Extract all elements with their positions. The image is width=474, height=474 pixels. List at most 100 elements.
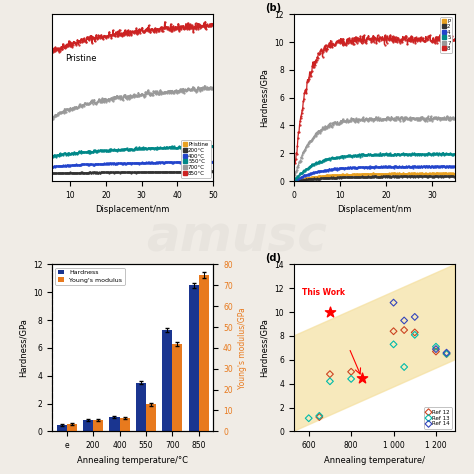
Line: 700°C: 700°C bbox=[294, 115, 456, 176]
Line: 700°C: 700°C bbox=[51, 85, 214, 120]
Line: 400°C: 400°C bbox=[294, 164, 456, 182]
Bar bbox=[93, 420, 103, 431]
700°C bbox=[427, 117, 433, 123]
850°C bbox=[196, 21, 201, 27]
400°C bbox=[148, 160, 154, 165]
850°C bbox=[50, 49, 55, 55]
Pristine bbox=[388, 171, 394, 176]
550°C bbox=[146, 145, 152, 151]
400°C bbox=[196, 159, 202, 165]
400°C bbox=[50, 164, 56, 170]
550°C bbox=[293, 175, 299, 181]
Bar bbox=[146, 404, 156, 431]
X-axis label: Displacement/nm: Displacement/nm bbox=[96, 205, 170, 214]
200°C bbox=[210, 169, 216, 174]
700°C bbox=[292, 172, 298, 178]
400°C bbox=[146, 160, 152, 165]
Pristine bbox=[452, 171, 458, 176]
Bar bbox=[199, 275, 209, 431]
850°C bbox=[292, 160, 298, 166]
850°C bbox=[50, 47, 56, 53]
400°C bbox=[210, 158, 216, 164]
400°C bbox=[292, 178, 298, 183]
550°C bbox=[145, 146, 151, 151]
Ref 14 bbox=[443, 349, 450, 356]
Text: Pristine: Pristine bbox=[65, 54, 97, 63]
Pristine bbox=[448, 170, 454, 176]
Text: (d): (d) bbox=[265, 253, 281, 263]
850°C bbox=[210, 21, 216, 27]
850°C bbox=[387, 34, 392, 39]
700°C bbox=[444, 113, 450, 119]
Y-axis label: Young's modulus/GPa: Young's modulus/GPa bbox=[238, 307, 247, 389]
700°C bbox=[202, 83, 208, 89]
Ref 13 bbox=[347, 375, 355, 383]
Pristine bbox=[438, 171, 444, 176]
850°C bbox=[148, 27, 154, 33]
Ref 13 bbox=[432, 343, 440, 350]
200°C bbox=[50, 171, 55, 176]
550°C bbox=[438, 152, 444, 157]
400°C bbox=[49, 164, 55, 170]
550°C bbox=[388, 153, 393, 158]
Ref 12 bbox=[443, 350, 450, 358]
Line: 850°C: 850°C bbox=[294, 34, 456, 164]
700°C bbox=[388, 116, 393, 122]
400°C bbox=[438, 164, 444, 169]
Ref 13 bbox=[390, 340, 397, 348]
850°C bbox=[145, 28, 151, 34]
550°C bbox=[50, 153, 56, 159]
550°C bbox=[452, 151, 458, 156]
200°C bbox=[186, 169, 191, 174]
850°C bbox=[202, 19, 208, 25]
Ref 13 bbox=[443, 350, 450, 358]
200°C bbox=[391, 173, 396, 179]
Ref 14 bbox=[401, 317, 408, 324]
400°C bbox=[452, 164, 458, 170]
700°C bbox=[145, 87, 151, 93]
Pristine bbox=[293, 178, 299, 183]
Ref 12 bbox=[401, 326, 408, 334]
700°C bbox=[145, 91, 150, 96]
200°C bbox=[388, 173, 393, 179]
550°C bbox=[148, 145, 154, 151]
Ref 13 bbox=[316, 412, 323, 419]
Pristine bbox=[391, 171, 396, 176]
850°C bbox=[437, 32, 443, 37]
Line: 200°C: 200°C bbox=[51, 171, 214, 174]
Bar bbox=[83, 420, 93, 431]
200°C bbox=[452, 173, 458, 179]
700°C bbox=[452, 115, 458, 120]
Bar bbox=[162, 330, 173, 431]
400°C bbox=[192, 158, 198, 164]
200°C bbox=[49, 171, 55, 176]
700°C bbox=[49, 117, 55, 122]
Text: (b): (b) bbox=[265, 3, 281, 13]
700°C bbox=[185, 86, 191, 91]
550°C bbox=[440, 150, 446, 155]
700°C bbox=[210, 84, 216, 90]
550°C bbox=[428, 151, 433, 157]
Line: 550°C: 550°C bbox=[51, 144, 214, 158]
Ref 13 bbox=[401, 363, 408, 371]
850°C bbox=[427, 33, 433, 38]
Pristine bbox=[292, 178, 298, 183]
Legend: P, 2, 4, 5, 7, 8: P, 2, 4, 5, 7, 8 bbox=[440, 17, 452, 53]
Ref 13 bbox=[411, 331, 419, 338]
200°C bbox=[146, 169, 152, 174]
Ref 13 bbox=[305, 414, 312, 422]
Ref 14 bbox=[390, 299, 397, 306]
Ref 12 bbox=[411, 328, 419, 336]
200°C bbox=[293, 178, 299, 184]
200°C bbox=[145, 169, 151, 175]
550°C bbox=[210, 144, 216, 150]
Legend: Hardness, Young's modulus: Hardness, Young's modulus bbox=[55, 268, 125, 285]
Ref 12 bbox=[390, 328, 397, 335]
400°C bbox=[388, 164, 393, 170]
400°C bbox=[387, 164, 392, 169]
Ref 12 bbox=[326, 370, 334, 378]
700°C bbox=[50, 116, 55, 121]
550°C bbox=[49, 153, 55, 159]
550°C bbox=[196, 145, 201, 150]
550°C bbox=[200, 142, 206, 148]
